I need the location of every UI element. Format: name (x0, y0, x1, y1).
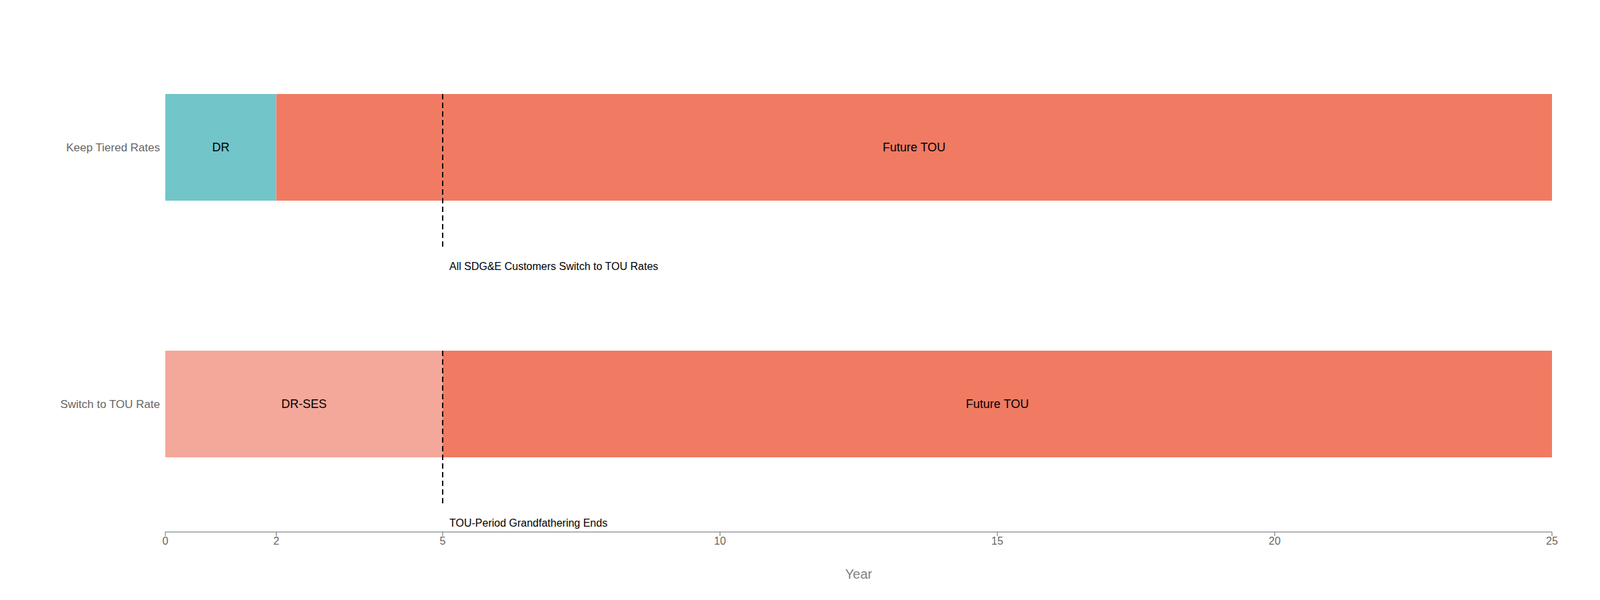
svg-text:2: 2 (273, 535, 280, 547)
svg-text:DR-SES: DR-SES (281, 397, 327, 411)
svg-text:20: 20 (1268, 535, 1281, 547)
svg-text:DR: DR (212, 140, 230, 154)
svg-text:Keep Tiered Rates: Keep Tiered Rates (66, 141, 160, 154)
svg-text:10: 10 (714, 535, 726, 547)
svg-text:0: 0 (162, 535, 169, 547)
svg-text:All SDG&E Customers Switch to: All SDG&E Customers Switch to TOU Rates (449, 260, 658, 272)
svg-text:Future TOU: Future TOU (966, 397, 1029, 411)
svg-text:TOU-Period Grandfathering Ends: TOU-Period Grandfathering Ends (449, 517, 608, 529)
svg-text:5: 5 (440, 535, 446, 547)
svg-text:Switch to TOU Rate: Switch to TOU Rate (60, 398, 160, 411)
svg-text:25: 25 (1546, 535, 1558, 547)
svg-text:15: 15 (991, 535, 1004, 547)
svg-text:Year: Year (845, 566, 873, 582)
svg-text:Future TOU: Future TOU (882, 140, 946, 154)
